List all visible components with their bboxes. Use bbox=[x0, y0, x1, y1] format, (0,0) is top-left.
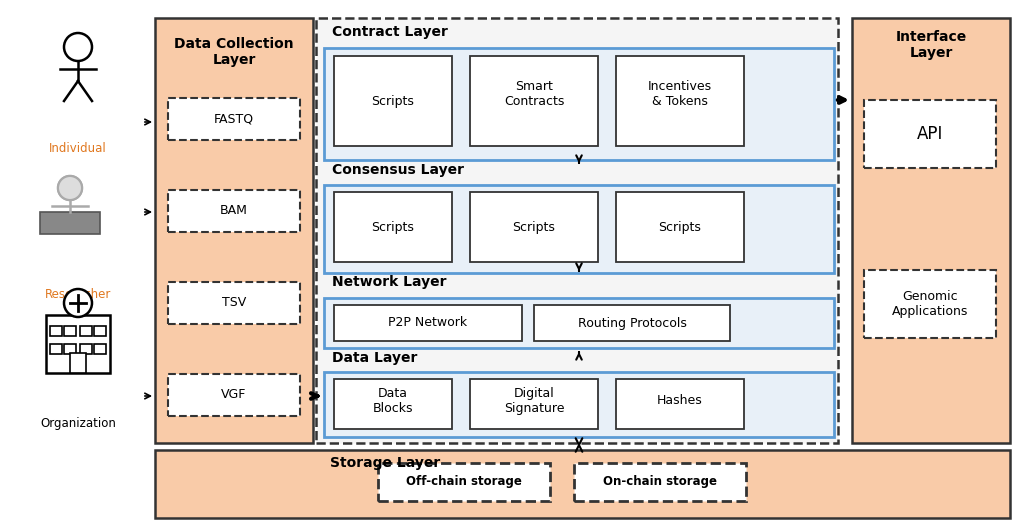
Text: Data
Blocks: Data Blocks bbox=[373, 387, 414, 415]
Bar bbox=[334, 305, 522, 341]
Bar bbox=[324, 48, 834, 160]
Text: Data Layer: Data Layer bbox=[332, 351, 418, 365]
Bar bbox=[40, 212, 100, 234]
Text: Smart
Contracts: Smart Contracts bbox=[504, 80, 564, 108]
Text: Off-chain storage: Off-chain storage bbox=[407, 476, 522, 488]
Text: API: API bbox=[916, 125, 943, 143]
Bar bbox=[46, 315, 110, 373]
Bar bbox=[470, 379, 598, 429]
Text: TSV: TSV bbox=[222, 296, 246, 310]
Text: Scripts: Scripts bbox=[513, 220, 555, 234]
Bar bbox=[470, 56, 598, 146]
Bar bbox=[574, 463, 746, 501]
Bar bbox=[168, 282, 300, 324]
Bar bbox=[80, 344, 92, 354]
Bar bbox=[378, 463, 550, 501]
Bar bbox=[534, 305, 730, 341]
Bar bbox=[168, 98, 300, 140]
Text: Genomic
Applications: Genomic Applications bbox=[892, 290, 968, 318]
Text: Interface
Layer: Interface Layer bbox=[895, 30, 967, 60]
Bar bbox=[334, 56, 452, 146]
Bar bbox=[864, 270, 996, 338]
Bar bbox=[334, 192, 452, 262]
Bar bbox=[334, 379, 452, 429]
Bar bbox=[94, 326, 106, 336]
Text: Data Collection
Layer: Data Collection Layer bbox=[174, 37, 294, 67]
Circle shape bbox=[63, 289, 92, 317]
Bar bbox=[74, 293, 82, 309]
Bar bbox=[155, 18, 313, 443]
Text: Individual: Individual bbox=[49, 142, 106, 154]
Bar bbox=[852, 18, 1010, 443]
Text: Organization: Organization bbox=[40, 418, 116, 430]
Bar bbox=[63, 326, 76, 336]
Text: Scripts: Scripts bbox=[372, 95, 415, 107]
Text: Routing Protocols: Routing Protocols bbox=[578, 317, 686, 329]
Bar bbox=[70, 353, 86, 373]
Bar bbox=[324, 372, 834, 437]
Bar bbox=[80, 326, 92, 336]
Bar bbox=[316, 18, 838, 443]
Bar bbox=[616, 192, 744, 262]
Text: FASTQ: FASTQ bbox=[214, 112, 254, 126]
Bar bbox=[168, 374, 300, 416]
Text: Researcher: Researcher bbox=[45, 287, 112, 301]
Text: BAM: BAM bbox=[220, 204, 248, 218]
Bar bbox=[864, 100, 996, 168]
Bar bbox=[63, 344, 76, 354]
Text: Scripts: Scripts bbox=[658, 220, 701, 234]
Bar bbox=[50, 344, 62, 354]
Bar bbox=[470, 192, 598, 262]
Text: Consensus Layer: Consensus Layer bbox=[332, 163, 464, 177]
Text: Storage Layer: Storage Layer bbox=[330, 456, 440, 470]
Bar bbox=[324, 298, 834, 348]
Text: Incentives
& Tokens: Incentives & Tokens bbox=[648, 80, 712, 108]
Bar bbox=[616, 379, 744, 429]
Text: Digital
Signature: Digital Signature bbox=[504, 387, 564, 415]
Circle shape bbox=[58, 176, 82, 200]
Bar bbox=[168, 190, 300, 232]
Text: Scripts: Scripts bbox=[372, 220, 415, 234]
Bar bbox=[94, 344, 106, 354]
Bar bbox=[50, 326, 62, 336]
Text: Hashes: Hashes bbox=[657, 395, 702, 408]
Bar bbox=[155, 450, 1010, 518]
Text: Contract Layer: Contract Layer bbox=[332, 25, 447, 39]
Text: P2P Network: P2P Network bbox=[388, 317, 468, 329]
Bar bbox=[324, 185, 834, 273]
Text: VGF: VGF bbox=[221, 388, 247, 402]
Text: On-chain storage: On-chain storage bbox=[603, 476, 717, 488]
Text: Network Layer: Network Layer bbox=[332, 275, 446, 289]
Bar bbox=[616, 56, 744, 146]
